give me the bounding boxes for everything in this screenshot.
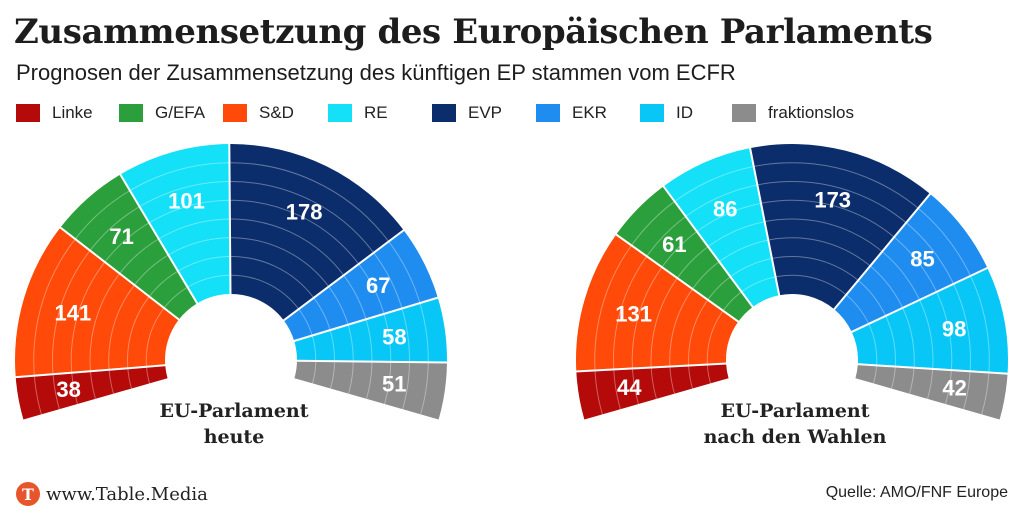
segment-separator <box>856 363 1009 375</box>
seat-segment-s-d <box>14 227 179 378</box>
seat-segment-id <box>294 297 447 363</box>
seat-count-label: 178 <box>286 200 323 225</box>
legend-item-linke: Linke <box>16 101 93 125</box>
caption-line: heute <box>203 426 265 448</box>
seat-segment-g-efa <box>616 186 753 322</box>
logo-text: www.Table.Media <box>46 483 208 505</box>
seat-segment-evp <box>750 144 931 310</box>
seat-segment-fraktionslos <box>855 364 1008 420</box>
seat-segment-s-d <box>576 234 739 372</box>
legend-label: ID <box>676 103 693 122</box>
legend-label: Linke <box>52 103 93 122</box>
seat-count-label: 101 <box>168 189 205 214</box>
legend-swatch <box>16 104 40 122</box>
legend: Linke G/EFA S&D RE EVP EKR ID fraktionsl… <box>16 101 916 125</box>
parliament-chart-current: 38 141 71 101 178 67 58 51 <box>14 142 448 420</box>
legend-swatch <box>432 104 456 122</box>
seat-segment-id <box>851 267 1008 374</box>
segment-separator <box>292 296 440 343</box>
seat-segment-fraktionslos <box>294 360 447 420</box>
table-media-logo[interactable]: T www.Table.Media <box>16 482 208 506</box>
legend-swatch <box>640 104 664 122</box>
chart-caption-current: EU-Parlament heute <box>84 398 384 450</box>
segment-separator <box>118 173 199 305</box>
seat-count-label: 71 <box>109 224 133 249</box>
segment-separator <box>58 226 181 321</box>
seat-count-label: 44 <box>617 375 642 400</box>
segment-separator <box>850 266 989 334</box>
seat-count-label: 38 <box>56 377 80 402</box>
seat-segment-linke <box>15 365 168 420</box>
seat-count-label: 51 <box>382 371 406 396</box>
legend-label: G/EFA <box>155 103 206 122</box>
seat-count-label: 131 <box>615 301 652 326</box>
legend-swatch <box>223 104 247 122</box>
caption-line: nach den Wahlen <box>703 426 887 448</box>
seat-count-label: 86 <box>713 197 737 222</box>
legend-item-g-efa: G/EFA <box>119 101 205 125</box>
seat-count-label: 85 <box>910 247 934 272</box>
segment-separator <box>832 192 932 311</box>
legend-item-evp: EVP <box>432 101 502 125</box>
seat-count-label: 67 <box>366 273 390 298</box>
segment-separator <box>295 359 448 364</box>
legend-label: EKR <box>572 103 607 122</box>
seat-count-label: 173 <box>814 188 851 213</box>
seat-row-line <box>706 274 878 384</box>
seat-segment-re <box>120 144 231 304</box>
legend-label: S&D <box>259 103 294 122</box>
legend-item-ekr: EKR <box>536 101 607 125</box>
legend-swatch <box>119 104 143 122</box>
seat-segment-g-efa <box>60 174 198 320</box>
seat-row-line <box>669 237 915 394</box>
segment-separator <box>662 184 755 309</box>
seat-count-label: 58 <box>382 324 406 349</box>
seat-count-label: 141 <box>55 300 92 325</box>
seat-row-line <box>33 162 429 415</box>
legend-swatch <box>732 104 756 122</box>
logo-mark: T <box>16 482 40 506</box>
chart-title: Zusammensetzung des Europäischen Parlame… <box>14 12 933 52</box>
parliament-chart-projected: 44 131 61 86 173 85 98 42 <box>575 144 1009 420</box>
seat-row-line <box>631 199 953 405</box>
caption-line: EU-Parlament <box>720 400 870 422</box>
seat-count-label: 61 <box>662 232 686 257</box>
seat-row-line <box>594 162 990 415</box>
seat-row-line <box>650 218 934 400</box>
seat-segment-re <box>663 148 780 307</box>
chart-caption-projected: EU-Parlament nach den Wahlen <box>645 398 945 450</box>
legend-swatch <box>536 104 560 122</box>
legend-item-id: ID <box>640 101 693 125</box>
seat-row-lines <box>594 162 990 415</box>
legend-item-re: RE <box>328 101 388 125</box>
legend-item-fraktionslos: fraktionslos <box>732 101 854 125</box>
segment-separator <box>614 233 740 324</box>
legend-swatch <box>328 104 352 122</box>
legend-label: EVP <box>468 103 503 122</box>
seat-row-line <box>688 256 896 389</box>
segment-separator <box>575 362 728 373</box>
chart-subtitle: Prognosen der Zusammensetzung des künfti… <box>16 60 736 85</box>
seat-count-label: 98 <box>942 317 966 342</box>
seat-segment-ekr <box>834 193 988 332</box>
segment-separator <box>282 228 406 322</box>
segment-separator <box>14 364 167 379</box>
legend-item-s-d: S&D <box>223 101 294 125</box>
seat-row-line <box>613 180 971 410</box>
segment-separator <box>228 142 232 296</box>
seat-segment-ekr <box>283 230 438 341</box>
seat-count-label: 42 <box>942 376 966 401</box>
source-note: Quelle: AMO/FNF Europe <box>825 484 1008 501</box>
segment-separator <box>748 146 781 297</box>
legend-label: fraktionslos <box>768 103 854 122</box>
caption-line: EU-Parlament <box>159 400 309 422</box>
seat-segment-linke <box>576 363 729 420</box>
legend-label: RE <box>364 103 388 122</box>
seat-segment-evp <box>229 144 404 321</box>
